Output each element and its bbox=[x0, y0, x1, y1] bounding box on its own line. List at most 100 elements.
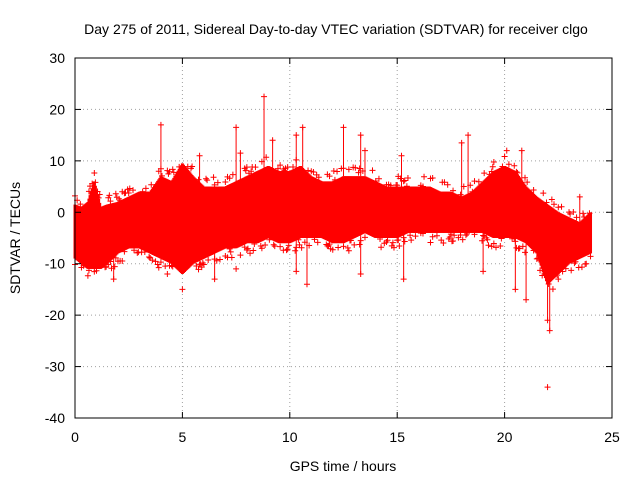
data-point bbox=[389, 239, 396, 246]
data-point bbox=[481, 170, 488, 177]
data-point bbox=[106, 192, 113, 199]
data-point bbox=[351, 241, 358, 248]
data-point bbox=[226, 175, 233, 182]
data-point bbox=[427, 239, 434, 246]
data-point bbox=[84, 272, 91, 279]
data-point bbox=[433, 232, 440, 239]
data-point bbox=[242, 167, 249, 174]
y-tick-label: 30 bbox=[49, 50, 65, 66]
data-point bbox=[522, 249, 529, 256]
data-point bbox=[77, 201, 84, 208]
y-axis-label: SDTVAR / TECUs bbox=[7, 182, 23, 294]
data-point bbox=[222, 179, 229, 186]
data-point bbox=[271, 243, 278, 250]
data-point bbox=[157, 259, 164, 266]
data-point bbox=[369, 167, 376, 174]
data-point bbox=[243, 164, 250, 171]
data-point bbox=[524, 179, 531, 186]
data-point-outlier bbox=[233, 265, 240, 272]
data-point bbox=[290, 164, 297, 171]
data-point bbox=[195, 266, 202, 273]
data-point bbox=[195, 176, 202, 183]
data-point bbox=[228, 254, 235, 261]
data-point-outlier bbox=[583, 260, 590, 267]
data-point-outlier bbox=[357, 132, 364, 139]
data-point bbox=[429, 174, 436, 181]
data-point-outlier bbox=[546, 327, 553, 334]
data-point bbox=[310, 169, 317, 176]
data-point bbox=[146, 254, 153, 261]
x-tick-label: 20 bbox=[497, 429, 513, 445]
data-point bbox=[326, 241, 333, 248]
data-point bbox=[148, 181, 155, 188]
data-point bbox=[262, 242, 269, 249]
data-point bbox=[562, 265, 569, 272]
data-point bbox=[462, 232, 469, 239]
data-point bbox=[96, 191, 103, 198]
data-point bbox=[129, 187, 136, 194]
data-point bbox=[166, 168, 173, 175]
data-point-outlier bbox=[523, 296, 530, 303]
data-point bbox=[340, 243, 347, 250]
data-point-outlier bbox=[465, 132, 472, 139]
data-point bbox=[200, 261, 207, 268]
data-point bbox=[169, 166, 176, 173]
data-point-outlier bbox=[261, 93, 268, 100]
data-point bbox=[551, 201, 558, 208]
data-point bbox=[511, 162, 518, 169]
data-point bbox=[479, 237, 486, 244]
data-point bbox=[277, 243, 284, 250]
data-point bbox=[292, 247, 299, 254]
data-point bbox=[429, 233, 436, 240]
data-point bbox=[580, 210, 587, 217]
data-point bbox=[203, 175, 210, 182]
data-point-outlier bbox=[555, 276, 562, 283]
data-point-outlier bbox=[518, 147, 525, 154]
data-point bbox=[471, 178, 478, 185]
data-point-outlier bbox=[357, 271, 364, 277]
data-point bbox=[193, 263, 200, 270]
data-point bbox=[558, 203, 565, 210]
x-tick-label: 5 bbox=[179, 429, 187, 445]
data-point bbox=[401, 177, 408, 184]
data-point bbox=[270, 241, 277, 248]
data-point-outlier bbox=[458, 139, 465, 146]
data-point bbox=[570, 208, 577, 215]
data-point bbox=[170, 169, 177, 176]
data-point-outlier bbox=[157, 121, 164, 128]
data-point bbox=[125, 189, 132, 196]
y-tick-label: 10 bbox=[49, 153, 65, 169]
data-point-outlier bbox=[303, 281, 310, 288]
data-point-outlier bbox=[503, 147, 510, 154]
data-point bbox=[107, 198, 114, 205]
data-point bbox=[485, 242, 492, 249]
data-point-outlier bbox=[512, 286, 519, 293]
data-point bbox=[119, 258, 126, 265]
data-point-outlier bbox=[544, 384, 551, 391]
data-point bbox=[390, 244, 397, 251]
x-ticks: 0 5 10 15 20 25 bbox=[71, 58, 620, 445]
data-point bbox=[441, 179, 448, 186]
data-point bbox=[134, 249, 141, 256]
data-point bbox=[250, 247, 257, 254]
data-point bbox=[216, 256, 223, 263]
data-point bbox=[548, 196, 555, 203]
y-ticks: -40 -30 -20 -10 0 10 20 30 bbox=[45, 50, 612, 426]
plot-frame bbox=[74, 57, 613, 419]
data-point-outlier bbox=[110, 276, 117, 283]
data-point bbox=[204, 177, 211, 184]
y-tick-label: 20 bbox=[49, 101, 65, 117]
data-point-outlier bbox=[293, 268, 300, 275]
data-point bbox=[229, 171, 236, 178]
data-point bbox=[490, 158, 497, 165]
data-point bbox=[155, 264, 162, 271]
data-point bbox=[446, 234, 453, 241]
y-tick-label: 0 bbox=[57, 204, 65, 220]
data-point-outlier bbox=[480, 268, 487, 275]
data-point bbox=[277, 162, 284, 169]
x-axis-label: GPS time / hours bbox=[290, 458, 397, 474]
data-point bbox=[505, 161, 512, 168]
data-point bbox=[247, 250, 254, 257]
data-point bbox=[326, 173, 333, 180]
data-point bbox=[543, 199, 550, 206]
